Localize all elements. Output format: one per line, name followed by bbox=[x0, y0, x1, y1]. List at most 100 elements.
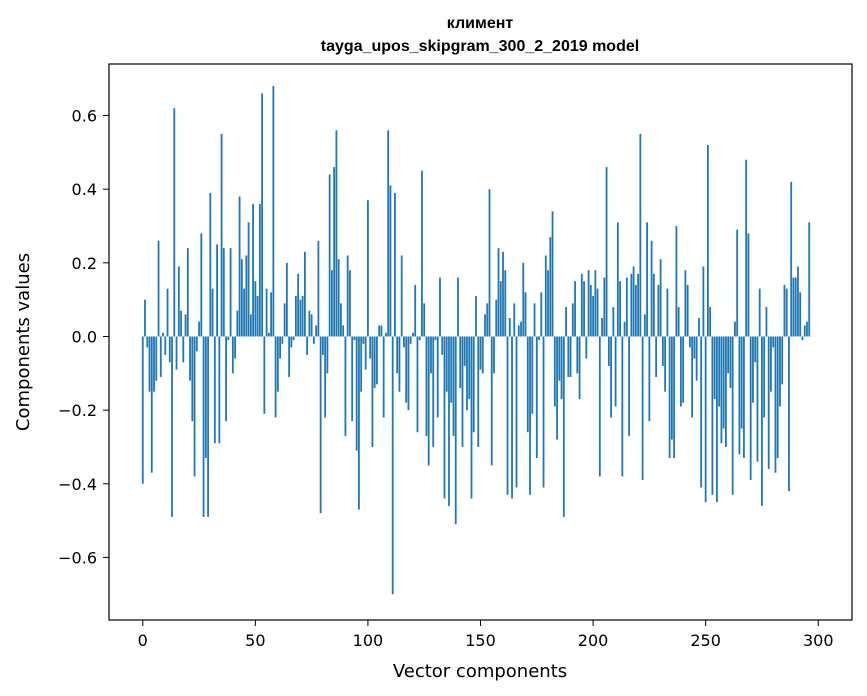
bar-262 bbox=[731, 336, 734, 495]
x-tick-label: 200 bbox=[578, 631, 609, 650]
y-tick-label: −0.4 bbox=[58, 475, 97, 494]
bar-289 bbox=[792, 277, 795, 337]
bar-108 bbox=[385, 332, 387, 337]
bar-105 bbox=[378, 325, 381, 337]
bar-248 bbox=[700, 336, 703, 488]
bar-251 bbox=[707, 145, 709, 337]
bar-271 bbox=[752, 336, 754, 403]
bar-36 bbox=[222, 248, 225, 337]
bar-156 bbox=[493, 336, 495, 374]
bar-73 bbox=[306, 336, 309, 355]
bar-102 bbox=[371, 336, 374, 447]
bar-31 bbox=[211, 288, 214, 337]
bar-158 bbox=[497, 248, 500, 337]
bar-195 bbox=[580, 273, 583, 337]
bar-201 bbox=[594, 270, 597, 337]
bar-41 bbox=[234, 336, 236, 359]
bar-249 bbox=[702, 266, 705, 337]
bar-168 bbox=[520, 321, 522, 337]
bar-241 bbox=[684, 270, 687, 337]
bar-128 bbox=[430, 336, 432, 374]
bar-88 bbox=[340, 303, 342, 337]
bar-264 bbox=[736, 229, 739, 337]
bar-39 bbox=[229, 248, 232, 337]
bar-7 bbox=[157, 240, 160, 337]
bar-159 bbox=[499, 281, 502, 337]
bar-285 bbox=[783, 284, 786, 337]
bar-260 bbox=[727, 336, 730, 374]
bar-276 bbox=[763, 336, 766, 418]
bar-53 bbox=[261, 93, 263, 337]
bar-70 bbox=[299, 299, 302, 337]
bar-34 bbox=[218, 336, 221, 444]
bar-211 bbox=[616, 222, 619, 337]
y-axis-label: Components values bbox=[13, 253, 34, 431]
bar-42 bbox=[236, 310, 239, 337]
y-tick-label: −0.6 bbox=[58, 548, 97, 567]
bar-22 bbox=[191, 336, 194, 422]
bar-189 bbox=[567, 336, 570, 377]
bar-166 bbox=[515, 336, 518, 488]
bar-91 bbox=[346, 255, 349, 337]
bar-13 bbox=[171, 336, 173, 517]
bar-291 bbox=[797, 266, 799, 337]
bar-292 bbox=[799, 292, 802, 337]
bar-63 bbox=[283, 303, 286, 337]
bar-163 bbox=[508, 318, 511, 337]
bar-8 bbox=[159, 336, 162, 377]
bar-83 bbox=[328, 174, 331, 337]
bar-54 bbox=[263, 336, 266, 414]
bar-213 bbox=[621, 336, 624, 477]
bar-207 bbox=[607, 336, 610, 366]
bar-40 bbox=[231, 336, 234, 374]
bar-48 bbox=[249, 314, 252, 337]
bar-148 bbox=[475, 295, 477, 337]
bar-27 bbox=[202, 336, 205, 517]
bar-252 bbox=[709, 307, 712, 337]
bar-17 bbox=[180, 310, 182, 337]
bar-123 bbox=[418, 336, 421, 341]
bar-258 bbox=[722, 336, 725, 429]
bar-107 bbox=[382, 336, 385, 418]
bar-227 bbox=[652, 273, 655, 337]
bar-9 bbox=[162, 332, 164, 337]
bar-1 bbox=[144, 299, 146, 337]
bar-165 bbox=[513, 303, 516, 337]
bar-269 bbox=[747, 233, 750, 337]
bar-155 bbox=[490, 336, 493, 466]
bar-174 bbox=[533, 303, 536, 337]
bar-232 bbox=[664, 336, 667, 392]
bar-245 bbox=[693, 336, 696, 359]
bar-146 bbox=[470, 336, 473, 499]
bar-6 bbox=[155, 336, 158, 381]
bar-127 bbox=[427, 336, 430, 466]
bar-281 bbox=[774, 336, 777, 473]
bar-246 bbox=[695, 336, 698, 381]
y-tick-label: −0.2 bbox=[58, 401, 97, 420]
bar-225 bbox=[648, 336, 651, 422]
bar-103 bbox=[373, 336, 376, 389]
bar-56 bbox=[267, 332, 270, 337]
bar-153 bbox=[486, 303, 489, 337]
bar-191 bbox=[571, 303, 574, 337]
bar-142 bbox=[461, 336, 464, 447]
bar-92 bbox=[349, 270, 351, 337]
bar-132 bbox=[439, 277, 441, 337]
bar-113 bbox=[396, 336, 399, 374]
bar-147 bbox=[472, 336, 475, 433]
bar-175 bbox=[535, 336, 538, 458]
bar-185 bbox=[558, 336, 561, 381]
bar-110 bbox=[389, 185, 392, 337]
bar-267 bbox=[743, 336, 745, 458]
bar-240 bbox=[682, 336, 685, 403]
bar-29 bbox=[207, 336, 209, 517]
bar-206 bbox=[605, 167, 608, 337]
bar-21 bbox=[189, 336, 191, 381]
bar-293 bbox=[801, 336, 804, 341]
bar-120 bbox=[412, 332, 414, 337]
bar-238 bbox=[677, 307, 680, 337]
bar-145 bbox=[468, 336, 471, 400]
bar-266 bbox=[740, 336, 743, 429]
bar-134 bbox=[443, 336, 446, 499]
